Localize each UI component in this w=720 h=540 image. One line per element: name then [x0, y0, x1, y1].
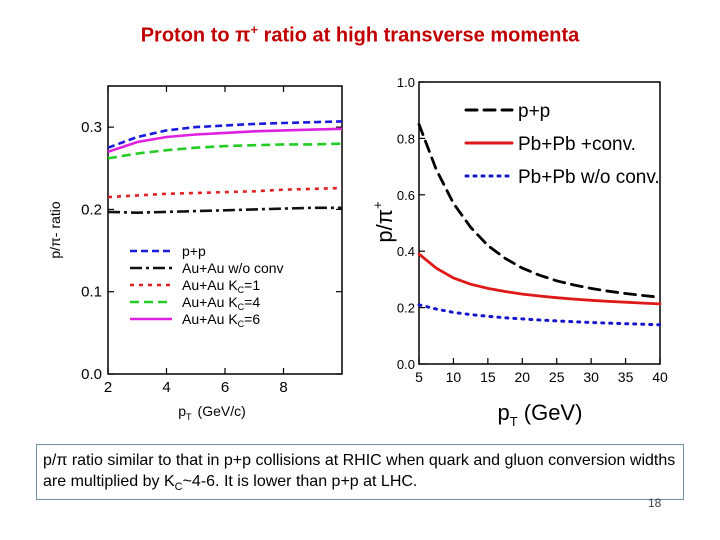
- left-xtick-label: 8: [279, 379, 287, 396]
- left-series-line-4: [107, 127, 343, 154]
- caption-text-b: ~4-6. It is lower than p+p at LHC.: [182, 473, 418, 490]
- left-legend-suffix: =4: [244, 294, 260, 310]
- right-xtick-label: 35: [618, 369, 634, 385]
- left-x-axis-label: pT (GeV/c): [178, 403, 246, 422]
- left-legend-label: Au+Au KC=1: [182, 277, 260, 295]
- left-x-axis-label-p: p: [178, 403, 186, 419]
- title-main: Proton to π: [140, 24, 251, 47]
- left-ytick-label: 0.2: [81, 201, 102, 218]
- left-y-axis-label-word: ratio: [47, 201, 63, 228]
- left-legend-label: Au+Au KC=6: [182, 311, 260, 329]
- right-x-axis-label-p: p: [498, 400, 510, 425]
- left-legend-name: Au+Au K: [182, 294, 238, 310]
- left-legend-suffix: =6: [244, 311, 260, 327]
- left-ytick-label: 0.3: [81, 119, 102, 136]
- caption-text-a: p/π ratio similar to that in p+p collisi…: [43, 452, 676, 490]
- caption-box: p/π ratio similar to that in p+p collisi…: [36, 444, 684, 500]
- caption-subscript: C: [174, 481, 183, 494]
- left-legend-sub: C: [238, 285, 245, 295]
- right-legend-label: p+p: [518, 101, 550, 122]
- right-series-line-2: [417, 303, 662, 327]
- left-legend-label: p+p: [182, 243, 206, 259]
- left-legend-sub: C: [238, 302, 245, 312]
- left-legend-sub: C: [238, 319, 245, 329]
- chart-lhc-ratio: 0.0 0.2 0.4 0.6 0.8 1.0 5 10 15 20 25 30 35 40 p/π+ pT (…: [370, 75, 668, 429]
- left-y-axis-label: p/π-ratio: [47, 201, 63, 258]
- right-legend-label: Pb+Pb +conv.: [518, 134, 636, 155]
- right-series-line-0: [417, 122, 662, 299]
- right-x-axis-label-unit: (GeV): [524, 400, 583, 425]
- left-series-line-1: [107, 206, 342, 215]
- right-x-axis-label: pT (GeV): [498, 400, 583, 429]
- left-legend-label: Au+Au KC=4: [182, 294, 260, 312]
- right-plot-frame: [418, 81, 661, 365]
- left-legend-name: Au+Au K: [182, 277, 238, 293]
- right-legend-label: Pb+Pb w/o conv.: [518, 167, 660, 188]
- right-ytick-label: 0.8: [397, 131, 415, 146]
- left-ytick-label: 0.0: [81, 366, 102, 383]
- right-y-axis-label-sup: +: [370, 201, 385, 209]
- right-xtick-label: 15: [480, 369, 496, 385]
- left-x-axis-label-unit: (GeV/c): [198, 403, 246, 419]
- left-series-line-2: [107, 186, 343, 199]
- right-xtick-label: 20: [514, 369, 530, 385]
- right-xtick-label: 10: [446, 369, 462, 385]
- right-ytick-label: 0.4: [397, 244, 415, 259]
- left-legend-label: Au+Au w/o conv: [182, 260, 284, 276]
- title-rest: ratio at high transverse momenta: [258, 24, 580, 47]
- left-y-axis-label-main: p/π-: [47, 232, 63, 258]
- left-xtick-label: 2: [104, 379, 112, 396]
- left-series-line-3: [107, 142, 343, 160]
- right-ytick-label: 0.6: [397, 188, 415, 203]
- left-x-axis-label-sub: T: [186, 412, 192, 422]
- right-xtick-label: 30: [583, 369, 599, 385]
- right-xtick-label: 40: [652, 369, 668, 385]
- left-xtick-label: 6: [221, 379, 229, 396]
- left-ytick-label: 0.1: [81, 284, 102, 301]
- right-ytick-label: 0.2: [397, 301, 415, 316]
- page-number: 18: [648, 496, 662, 510]
- slide-title: Proton to π+ ratio at high transverse mo…: [0, 22, 720, 48]
- right-ytick-label: 0.0: [397, 357, 415, 372]
- right-ytick-label: 1.0: [397, 75, 415, 90]
- left-legend-name: p+p: [182, 243, 206, 259]
- title-superscript: +: [250, 22, 259, 37]
- right-y-axis-label-main: p/π: [372, 209, 397, 243]
- right-xtick-label: 5: [415, 369, 423, 385]
- left-xtick-label: 4: [162, 379, 170, 396]
- left-legend-name: Au+Au K: [182, 311, 238, 327]
- right-series-line-1: [417, 252, 662, 306]
- right-xtick-label: 25: [549, 369, 565, 385]
- left-legend-name: Au+Au w/o conv: [182, 260, 284, 276]
- right-x-axis-label-sub: T: [510, 414, 518, 429]
- left-legend-suffix: =1: [244, 277, 260, 293]
- right-y-axis-label: p/π+: [370, 201, 397, 242]
